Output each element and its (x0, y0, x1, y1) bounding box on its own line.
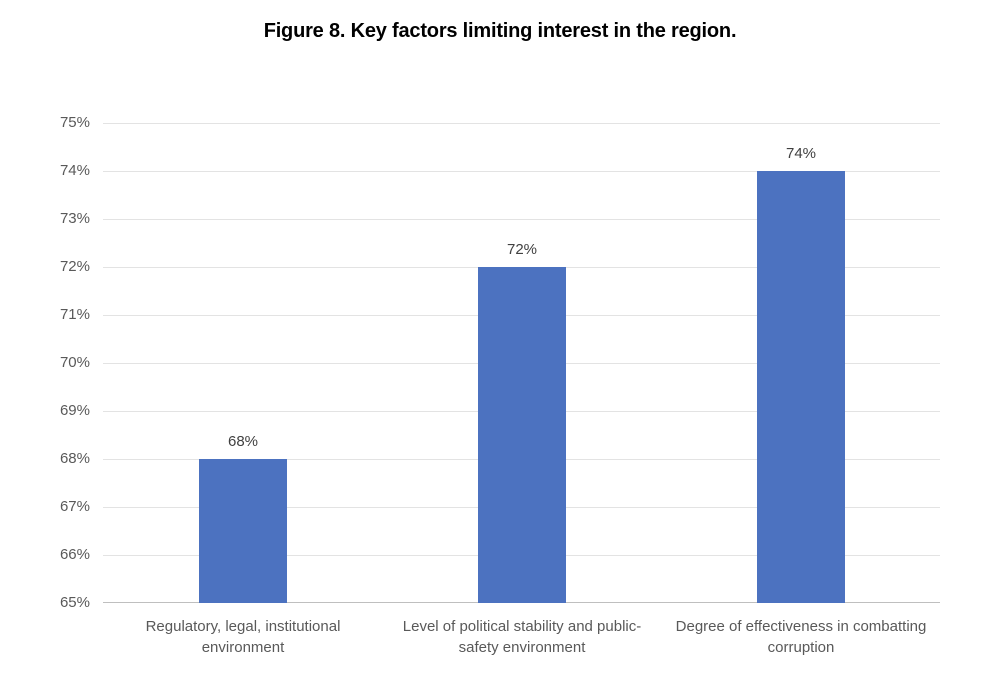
bar-value-label: 72% (506, 241, 538, 258)
y-axis-tick-label: 75% (59, 114, 90, 131)
bar (199, 459, 287, 603)
y-axis-tick-label: 72% (59, 258, 90, 275)
gridline (103, 171, 940, 172)
y-axis-tick-label: 66% (59, 546, 90, 563)
x-axis-category-label-line: corruption (767, 639, 835, 656)
x-axis-category-label: Level of political stability and public-… (362, 616, 682, 658)
gridline (103, 123, 940, 124)
bar (757, 171, 845, 603)
y-axis-tick-label: 68% (59, 450, 90, 467)
y-axis-tick-label: 70% (59, 354, 90, 371)
y-axis-tick-label: 71% (59, 306, 90, 323)
x-axis-category-label-line: Degree of effectiveness in combatting (675, 618, 927, 635)
x-axis-category-label-line: Regulatory, legal, institutional (145, 618, 341, 635)
bar-value-label: 74% (785, 145, 817, 162)
y-axis-tick-label: 74% (59, 162, 90, 179)
x-axis-category-label-line: safety environment (458, 639, 586, 656)
y-axis-tick-label: 67% (59, 498, 90, 515)
y-axis-tick-label: 65% (59, 594, 90, 611)
gridline (103, 219, 940, 220)
bar-value-label: 68% (227, 433, 259, 450)
x-axis-category-label-line: Level of political stability and public- (402, 618, 642, 635)
y-axis-tick-label: 73% (59, 210, 90, 227)
bar (478, 267, 566, 603)
y-axis-tick-label: 69% (59, 402, 90, 419)
x-axis-category-label: Degree of effectiveness in combatting cor… (641, 616, 961, 658)
x-axis-category-label: Regulatory, legal, institutional environm… (83, 616, 403, 658)
x-axis-category-label-line: environment (201, 639, 285, 656)
chart-title: Figure 8. Key factors limiting interest … (263, 20, 737, 42)
plot-area (103, 123, 940, 603)
